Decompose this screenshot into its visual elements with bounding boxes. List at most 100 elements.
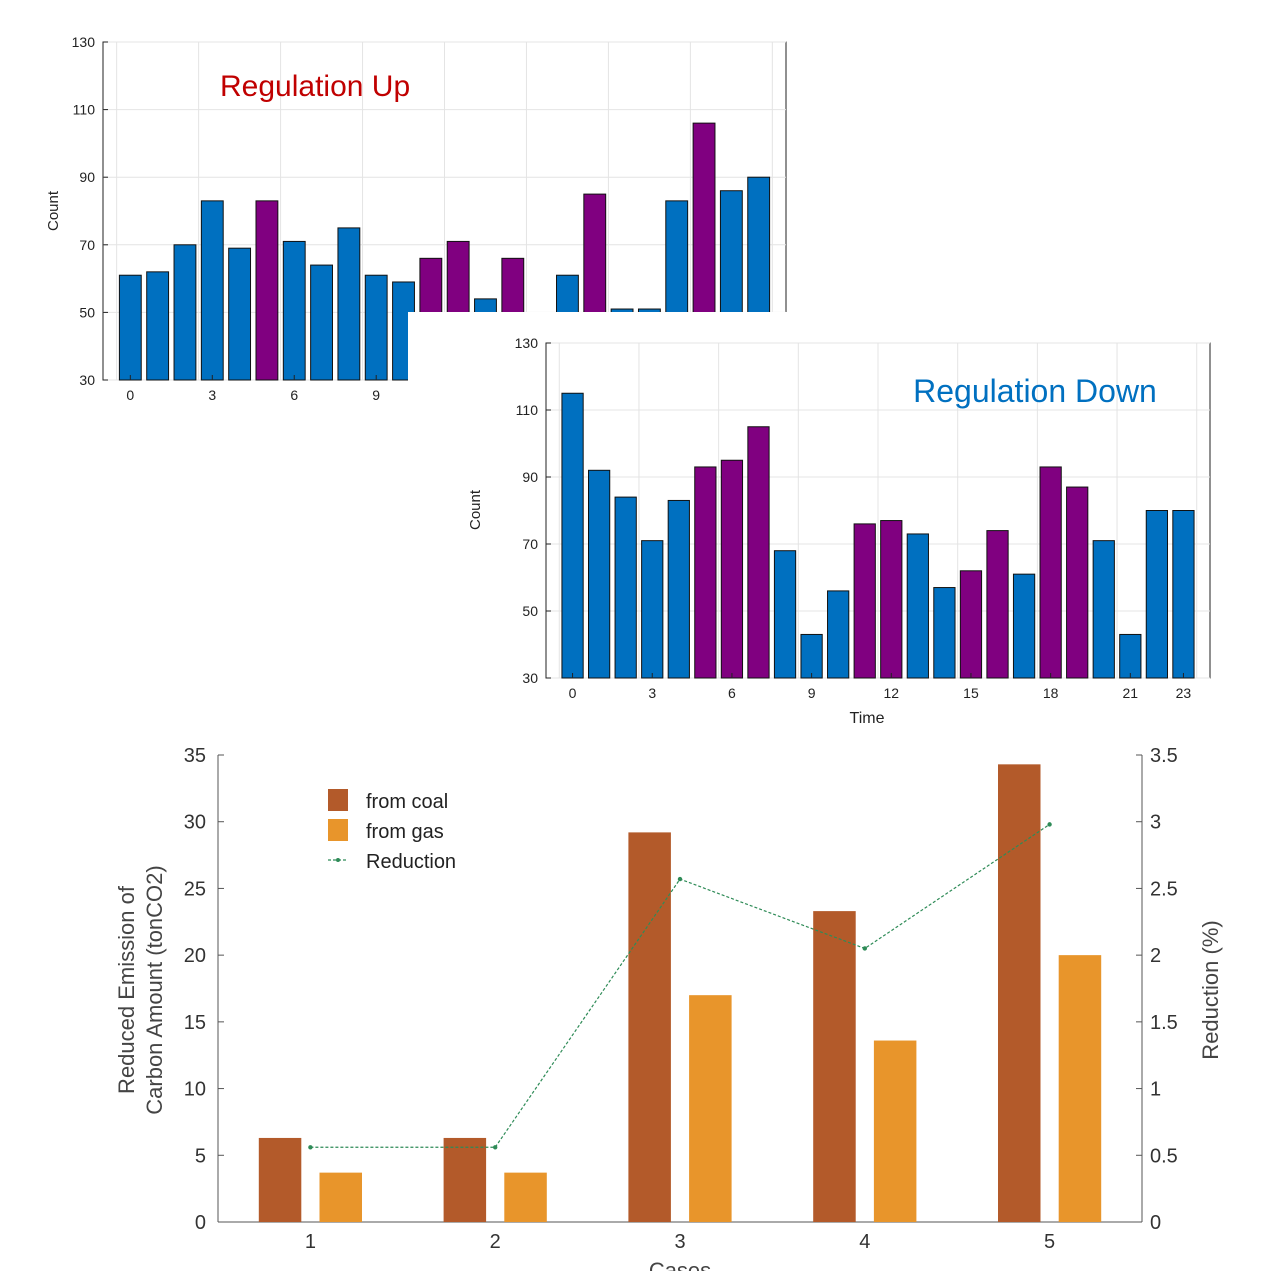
bar [1012, 573, 1036, 679]
legend-label-reduction: Reduction [366, 851, 456, 873]
ytick-left-label: 35 [184, 745, 206, 767]
emission-chart: 0 5 10 15 20 25 30 35 0 0.5 1 1.5 2 2.5 3 3.5 1 2 3 4 5 from… [114, 745, 1223, 1271]
xtick-label: 6 [728, 685, 736, 701]
ytick-left-label: 30 [184, 812, 206, 834]
ylabel-left-line1: Reduced Emission of [114, 885, 139, 1094]
bar-gas [1058, 955, 1102, 1222]
ytick-right-label: 0.5 [1150, 1145, 1178, 1167]
xtick-label: 6 [290, 387, 298, 403]
ticks-emission: 0 5 10 15 20 25 30 35 0 0.5 1 1.5 2 2.5 3 3.5 1 2 3 4 5 [184, 745, 1178, 1253]
ytick-label: 30 [522, 670, 538, 686]
bar [200, 200, 224, 381]
bar [827, 590, 850, 679]
bar [337, 227, 361, 381]
ticks-up: 30 50 70 90 110 130 0 3 6 9 [72, 34, 381, 403]
bar [853, 523, 876, 679]
bar-gas [873, 1040, 917, 1222]
xtick-label: 21 [1123, 685, 1139, 701]
title-down: Regulation Down [913, 373, 1157, 409]
ytick-left-label: 20 [184, 945, 206, 967]
bar [694, 466, 717, 679]
xtick-label: 2 [490, 1231, 501, 1253]
reduction-point [308, 1145, 313, 1150]
xtick-label: 3 [208, 387, 216, 403]
bar [118, 274, 142, 381]
ylabel-left-line2: Carbon Amount (tonCO2) [142, 865, 167, 1114]
bar-gas [504, 1172, 547, 1222]
reduction-point [1047, 822, 1052, 827]
bar [587, 469, 611, 679]
ytick-left-label: 15 [184, 1012, 206, 1034]
bar [986, 530, 1009, 679]
xtick-label: 3 [648, 685, 656, 701]
bar [880, 520, 903, 679]
bar [228, 247, 252, 381]
ytick-right-label: 1 [1150, 1079, 1161, 1101]
xtick-label: 4 [859, 1231, 870, 1253]
bar [255, 200, 279, 381]
ytick-left-label: 10 [184, 1079, 206, 1101]
bar [959, 570, 983, 679]
legend-swatch-coal [328, 789, 348, 811]
ytick-right-label: 2.5 [1150, 878, 1178, 900]
xlabel-emission: Cases [649, 1258, 711, 1271]
ytick-right-label: 0 [1150, 1212, 1161, 1234]
ytick-right-label: 3 [1150, 812, 1161, 834]
bar [933, 587, 956, 679]
ytick-left-label: 0 [195, 1212, 206, 1234]
ylabel-right: Reduction (%) [1198, 920, 1223, 1059]
xtick-label: 9 [372, 387, 380, 403]
legend-label-gas: from gas [366, 821, 444, 843]
ytick-right-label: 3.5 [1150, 745, 1178, 767]
bar [1119, 633, 1142, 679]
xtick-label: 15 [963, 685, 979, 701]
xtick-label: 0 [126, 387, 134, 403]
bar-gas [319, 1172, 362, 1222]
xlabel-down: Time [850, 710, 885, 727]
legend-swatch-gas [328, 819, 348, 841]
bar-coal [998, 764, 1041, 1222]
title-up: Regulation Up [220, 70, 410, 103]
ytick-label: 110 [73, 102, 96, 118]
bar-coal [443, 1137, 487, 1222]
bar [667, 499, 690, 679]
ytick-label: 70 [522, 536, 538, 552]
ytick-right-label: 2 [1150, 945, 1161, 967]
bar-coal [628, 832, 671, 1222]
xtick-label: 5 [1044, 1231, 1055, 1253]
bar-coal [813, 911, 856, 1222]
xtick-label: 12 [883, 685, 899, 701]
xtick-label: 9 [808, 685, 816, 701]
bar [561, 392, 584, 679]
bar [720, 459, 744, 679]
reduction-line [308, 822, 1052, 1150]
ytick-label: 130 [72, 34, 96, 50]
xtick-label: 23 [1176, 685, 1192, 701]
bar [1145, 510, 1169, 679]
legend-label-coal: from coal [366, 791, 448, 813]
reduction-point [677, 876, 683, 882]
xtick-label: 3 [674, 1231, 685, 1253]
ylabel-up: Count [45, 190, 62, 231]
bar-coal [258, 1137, 302, 1222]
bar [1092, 540, 1115, 679]
bar [310, 264, 333, 381]
ytick-label: 130 [515, 335, 539, 351]
bar-gas [689, 995, 732, 1222]
bar [614, 496, 637, 679]
legend: from coal from gas Reduction [328, 789, 456, 873]
bar [282, 240, 306, 381]
bar [173, 244, 197, 381]
ytick-left-label: 25 [184, 878, 206, 900]
bar [641, 540, 664, 679]
bars-emission [258, 764, 1102, 1222]
ticks-down: 30 50 70 90 110 130 0 3 6 9 12 15 18 21 23 [515, 335, 1192, 701]
ytick-label: 50 [79, 304, 95, 320]
reduction-point [493, 1145, 498, 1150]
reduction-point [862, 946, 867, 951]
legend-marker-reduction [336, 858, 340, 862]
bar [747, 426, 770, 679]
ylabel-down: Count [467, 489, 484, 530]
